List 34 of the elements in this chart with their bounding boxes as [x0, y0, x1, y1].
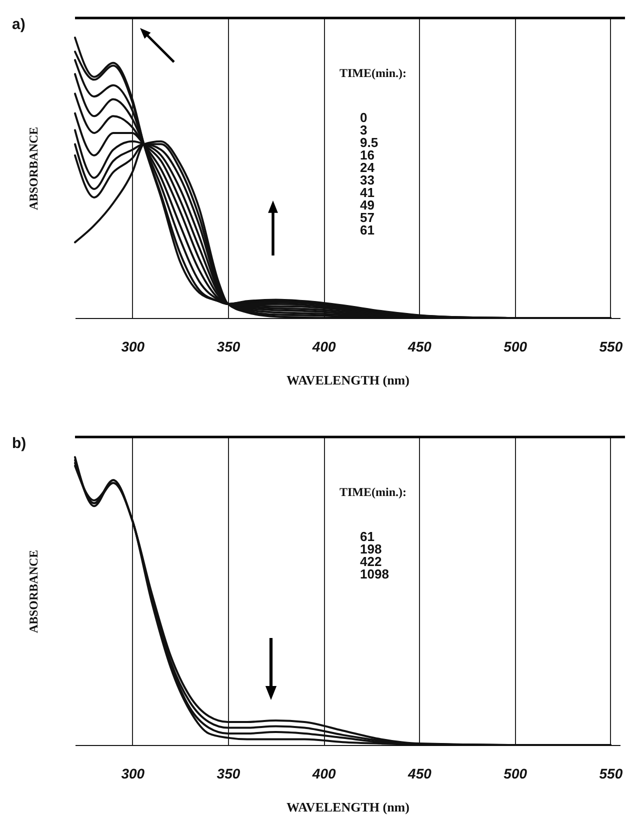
x-tick-label: 350: [216, 338, 240, 354]
x-axis-title: WAVELENGTH (nm): [286, 800, 410, 814]
annotation: 198: [360, 542, 382, 556]
annotation: TIME(min.):: [340, 485, 406, 499]
y-axis-title: ABSORBANCE: [26, 550, 40, 634]
annotation: 16: [360, 148, 374, 162]
x-tick-label: 400: [311, 766, 336, 782]
annotation: 49: [360, 198, 374, 212]
y-axis-title: ABSORBANCE: [26, 126, 40, 210]
annotation: 41: [360, 185, 374, 200]
annotation: 422: [360, 554, 382, 569]
x-tick-label: 400: [311, 338, 336, 354]
annotation: 33: [360, 172, 374, 188]
chart-title: b): [12, 435, 26, 452]
chart-title: a): [12, 16, 26, 33]
annotation: 57: [360, 210, 374, 225]
x-tick-label: 450: [407, 766, 432, 782]
x-tick-label: 500: [504, 766, 528, 782]
x-tick-label: 450: [407, 338, 432, 354]
x-tick-label: 500: [504, 338, 528, 354]
x-axis-title: WAVELENGTH (nm): [286, 372, 410, 388]
x-tick-label: 350: [216, 766, 240, 782]
annotation: 61: [360, 222, 374, 238]
annotation: TIME(min.):: [340, 66, 406, 80]
annotation: 24: [360, 160, 376, 175]
annotation: 61: [360, 529, 374, 544]
x-tick-label: 550: [599, 766, 623, 782]
x-tick-label: 300: [121, 338, 145, 354]
annotation: 9.5: [360, 135, 378, 150]
x-tick-label: 300: [121, 766, 145, 782]
x-tick-label: 550: [599, 338, 623, 354]
annotation: 0: [360, 110, 368, 125]
annotation: 3: [360, 122, 368, 138]
annotation: 1098: [360, 566, 389, 582]
